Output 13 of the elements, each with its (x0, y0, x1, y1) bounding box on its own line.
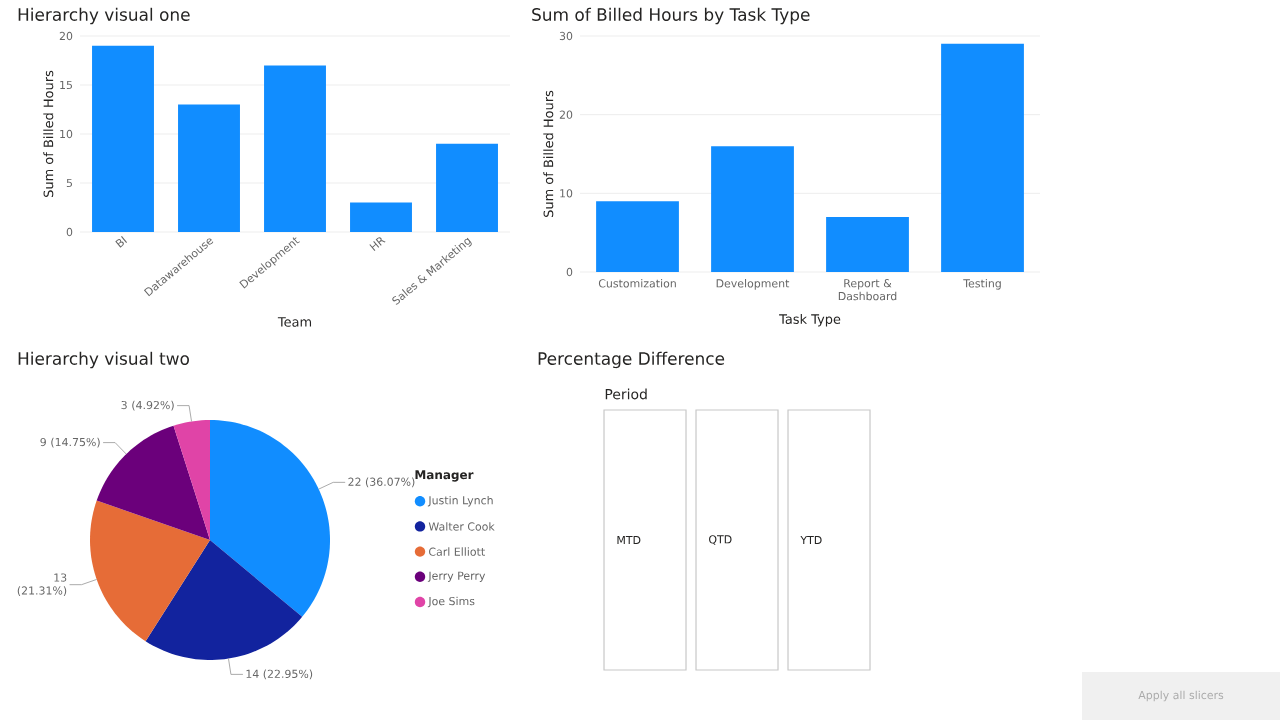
bar (178, 104, 240, 232)
text: Percentage Difference (538, 351, 725, 369)
bar (436, 143, 498, 232)
bar (596, 201, 679, 272)
chart-title: Hierarchy visual two (18, 351, 189, 369)
bar (350, 202, 412, 232)
bar (92, 45, 154, 232)
bar (711, 146, 794, 272)
bar (826, 216, 909, 272)
bar (941, 43, 1024, 272)
bar (264, 65, 326, 232)
chart-title: Sum of Billed Hours by Task Type (532, 7, 810, 25)
chart-title: Hierarchy visual one (18, 7, 190, 25)
